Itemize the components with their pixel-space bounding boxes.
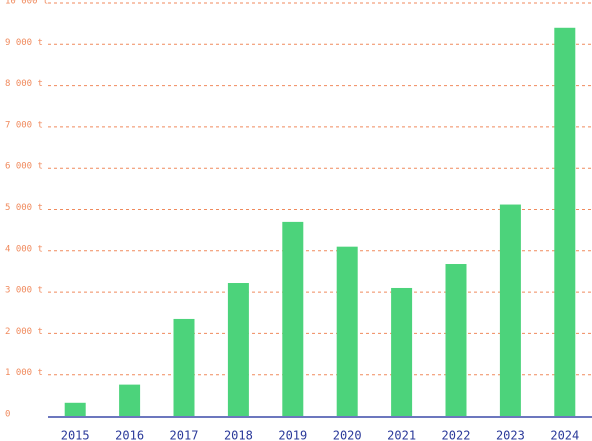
bar <box>119 384 141 416</box>
bar <box>554 27 576 417</box>
x-tick-label: 2017 <box>170 429 199 441</box>
bar <box>282 221 304 416</box>
y-tick-label: 2 000 t <box>5 327 43 337</box>
y-tick-label: 1 000 t <box>5 368 43 378</box>
y-tick-label: 5 000 t <box>5 203 43 213</box>
x-tick-label: 2024 <box>550 429 579 441</box>
y-tick-label: 3 000 t <box>5 286 43 296</box>
bar <box>336 246 358 416</box>
bar <box>499 204 521 416</box>
bar <box>64 402 86 416</box>
x-tick-label: 2016 <box>115 429 144 441</box>
bar <box>445 264 467 416</box>
y-tick-label: 7 000 t <box>5 120 43 130</box>
x-tick-label: 2020 <box>333 429 362 441</box>
x-tick-label: 2022 <box>442 429 471 441</box>
y-tick-label: 10 000 t <box>5 0 48 7</box>
bar <box>391 287 413 416</box>
bar <box>173 318 195 416</box>
x-tick-label: 2015 <box>61 429 90 441</box>
y-tick-label: 4 000 t <box>5 244 43 254</box>
x-tick-label: 2019 <box>278 429 307 441</box>
y-tick-label: 9 000 t <box>5 38 43 48</box>
y-tick-label: 0 <box>5 410 10 420</box>
x-tick-label: 2018 <box>224 429 253 441</box>
bar <box>227 283 249 416</box>
x-tick-label: 2023 <box>496 429 525 441</box>
y-tick-label: 8 000 t <box>5 79 43 89</box>
x-tick-label: 2021 <box>387 429 416 441</box>
y-tick-label: 6 000 t <box>5 162 43 172</box>
